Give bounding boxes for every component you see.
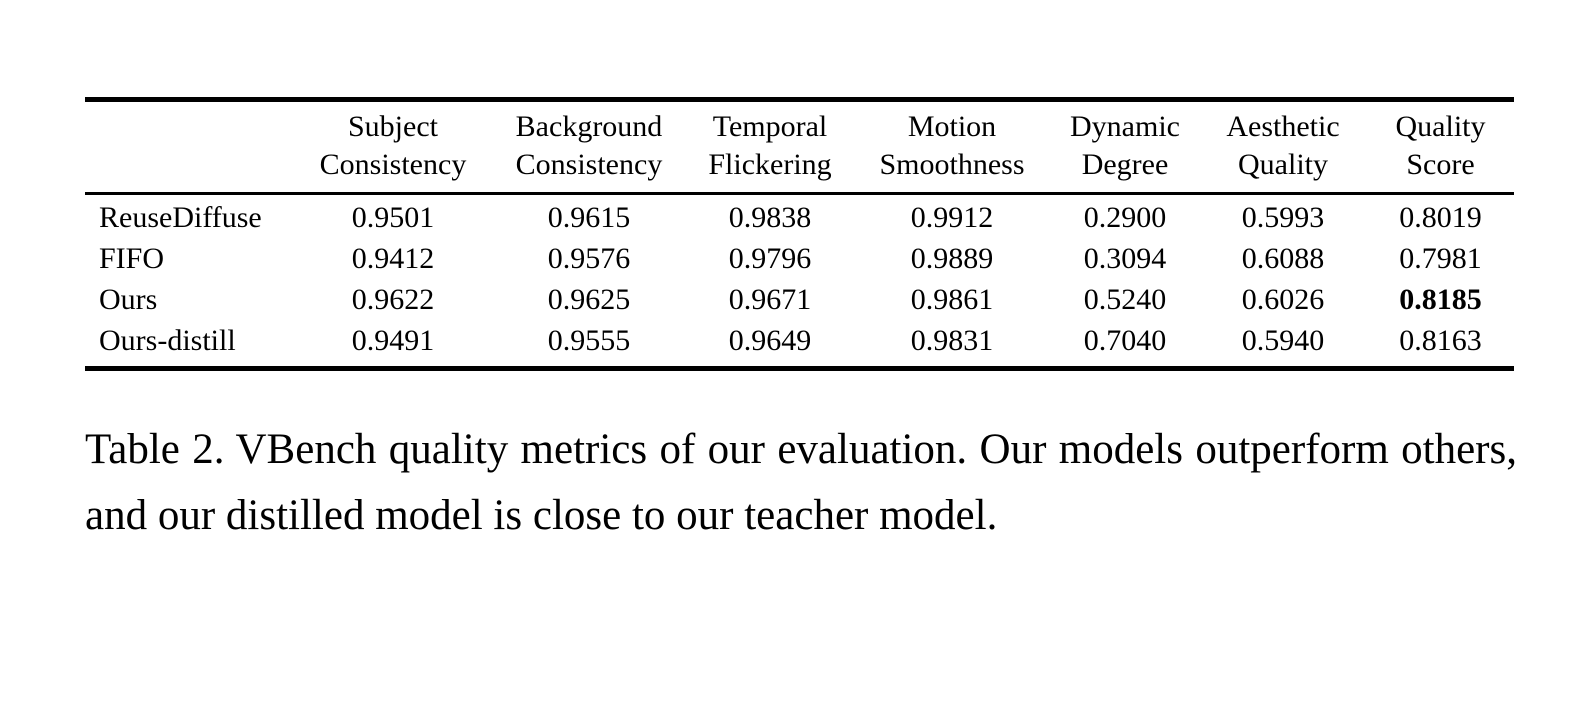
col-header-motion-smoothness: Motion Smoothness xyxy=(853,99,1051,195)
cell-value: 0.9649 xyxy=(728,324,812,357)
cell-value: 0.5940 xyxy=(1241,324,1325,357)
col-header-temporal-flickering: Temporal Flickering xyxy=(687,99,853,195)
col-header-aesthetic-quality: Aesthetic Quality xyxy=(1199,99,1367,195)
cell-value: 0.6026 xyxy=(1241,283,1325,316)
header-row: Subject Consistency Background Consisten… xyxy=(85,99,1514,195)
cell-value: 0.9625 xyxy=(547,283,631,316)
cell-value: 0.9412 xyxy=(351,242,435,275)
cell-value: 0.9889 xyxy=(910,242,994,275)
row-label: FIFO xyxy=(99,242,165,275)
col-header-line2: Consistency xyxy=(515,148,663,181)
table-row-ours-distill: Ours-distill 0.9491 0.9555 0.9649 0.9831… xyxy=(85,320,1514,369)
col-header-line1: Quality xyxy=(1395,110,1486,143)
cell-value: 0.9491 xyxy=(351,324,435,357)
col-header-line1: Background xyxy=(515,110,663,143)
table-row-reusediffuse: ReuseDiffuse 0.9501 0.9615 0.9838 0.9912… xyxy=(85,194,1514,239)
results-table-block: Subject Consistency Background Consisten… xyxy=(85,97,1514,371)
cell-value: 0.5240 xyxy=(1083,283,1167,316)
cell-value: 0.2900 xyxy=(1083,201,1167,234)
col-header-line1: Aesthetic xyxy=(1226,110,1340,143)
col-header-line2: Degree xyxy=(1081,148,1169,181)
cell-value: 0.6088 xyxy=(1241,242,1325,275)
col-header-line1: Dynamic xyxy=(1070,110,1180,143)
cell-value: 0.9861 xyxy=(910,283,994,316)
cell-value: 0.9831 xyxy=(910,324,994,357)
cell-value: 0.7981 xyxy=(1399,242,1482,275)
cell-value: 0.9555 xyxy=(547,324,631,357)
col-header-line1: Motion xyxy=(907,110,997,143)
col-header-quality-score: Quality Score xyxy=(1367,99,1514,195)
table-body: ReuseDiffuse 0.9501 0.9615 0.9838 0.9912… xyxy=(85,194,1514,369)
cell-value: 0.9622 xyxy=(351,283,435,316)
cell-value: 0.8019 xyxy=(1399,201,1482,234)
cell-value: 0.9615 xyxy=(547,201,631,234)
cell-value: 0.7040 xyxy=(1083,324,1167,357)
cell-value: 0.9796 xyxy=(728,242,812,275)
row-label: ReuseDiffuse xyxy=(99,201,262,234)
row-label: Ours xyxy=(99,283,158,316)
col-header-dynamic-degree: Dynamic Degree xyxy=(1051,99,1199,195)
table-row-ours: Ours 0.9622 0.9625 0.9671 0.9861 0.5240 … xyxy=(85,279,1514,320)
cell-value: 0.5993 xyxy=(1241,201,1325,234)
col-header-line2: Quality xyxy=(1238,148,1328,181)
col-header-line2: Smoothness xyxy=(879,148,1025,181)
table-header: Subject Consistency Background Consisten… xyxy=(85,99,1514,195)
cell-value: 0.8163 xyxy=(1399,324,1482,357)
caption-label: Table 2. xyxy=(85,426,225,473)
col-header-line1: Temporal xyxy=(712,110,828,143)
col-header-subject-consistency: Subject Consistency xyxy=(295,99,491,195)
col-header-line2: Flickering xyxy=(708,148,832,181)
cell-value: 0.9838 xyxy=(728,201,812,234)
table-caption: Table 2. VBench quality metrics of our ev… xyxy=(85,417,1517,549)
col-header-line2: Consistency xyxy=(319,148,467,181)
cell-value: 0.9912 xyxy=(910,201,994,234)
table-row-fifo: FIFO 0.9412 0.9576 0.9796 0.9889 0.3094 … xyxy=(85,238,1514,279)
row-label: Ours-distill xyxy=(99,324,236,357)
caption-text: VBench quality metrics of our evaluation… xyxy=(85,426,1517,539)
col-header-line2: Score xyxy=(1406,148,1475,181)
col-header-background-consistency: Background Consistency xyxy=(491,99,687,195)
cell-value: 0.3094 xyxy=(1083,242,1167,275)
results-table: Subject Consistency Background Consisten… xyxy=(85,97,1514,371)
cell-value: 0.9576 xyxy=(547,242,631,275)
header-empty-cell xyxy=(85,99,295,195)
cell-value: 0.9671 xyxy=(728,283,812,316)
cell-value-best-quality-score: 0.8185 xyxy=(1399,283,1482,316)
cell-value: 0.9501 xyxy=(351,201,435,234)
col-header-line1: Subject xyxy=(348,110,438,143)
